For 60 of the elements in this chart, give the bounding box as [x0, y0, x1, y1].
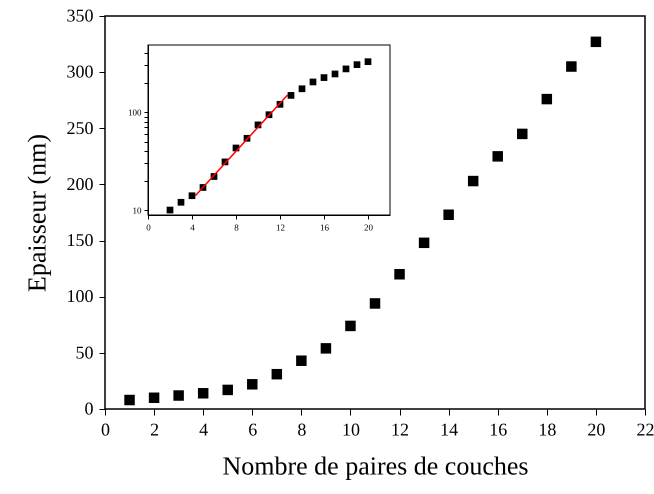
point	[320, 343, 332, 354]
y-tick-label: 250	[66, 118, 94, 138]
x-tick-label: 2	[150, 420, 160, 440]
x-tick-label: 4	[190, 222, 196, 232]
point	[468, 176, 478, 186]
point	[354, 61, 360, 68]
x-tick-label: 0	[146, 222, 152, 232]
x-tick-label: 6	[248, 420, 258, 440]
y-tick-label: 150	[66, 230, 94, 250]
point	[342, 66, 350, 72]
x-tick-label: 12	[276, 222, 285, 232]
point	[247, 379, 258, 390]
x-tick-label: 20	[364, 222, 374, 232]
point	[166, 206, 174, 214]
point	[124, 394, 135, 406]
x-axis-title: Nombre de paires de couches	[222, 452, 529, 480]
x-tick-label: 0	[101, 420, 110, 440]
point	[296, 355, 307, 366]
y-tick-label: 100	[66, 286, 94, 306]
x-tick-label: 22	[636, 420, 654, 440]
x-tick-label: 4	[199, 420, 208, 440]
point	[222, 384, 233, 396]
y-tick-label: 350	[66, 6, 94, 26]
point	[148, 392, 160, 404]
y-tick-label: 200	[66, 174, 94, 194]
point	[298, 85, 306, 92]
point	[566, 61, 577, 72]
point	[443, 210, 454, 220]
point	[364, 58, 372, 66]
x-tick-label: 12	[391, 420, 410, 440]
point	[272, 368, 282, 380]
x-tick-label: 18	[538, 420, 556, 440]
point	[178, 198, 184, 206]
point	[418, 238, 430, 248]
point	[370, 298, 380, 309]
point	[345, 320, 356, 332]
x-tick-label: 20	[587, 420, 606, 440]
point	[288, 92, 294, 99]
point	[517, 128, 528, 140]
y-tick-label: 50	[76, 342, 94, 362]
point	[173, 390, 184, 401]
x-tick-label: 8	[297, 420, 306, 440]
x-tick-label: 16	[489, 420, 508, 440]
point	[394, 269, 405, 280]
point	[198, 388, 208, 399]
x-tick-label: 16	[320, 222, 330, 232]
point	[188, 192, 196, 200]
point	[492, 151, 503, 162]
y-tick-label: 100	[128, 108, 142, 118]
x-tick-label: 8	[234, 222, 240, 232]
y-axis-title: Epaisseur (nm)	[22, 134, 52, 292]
y-tick-label: 300	[66, 62, 94, 82]
x-tick-label: 10	[342, 420, 360, 440]
point	[310, 78, 316, 86]
point	[542, 94, 552, 104]
point	[590, 36, 602, 48]
x-tick-label: 14	[440, 420, 458, 440]
y-tick-label: 0	[84, 398, 94, 418]
point	[320, 74, 328, 81]
point	[332, 70, 338, 78]
